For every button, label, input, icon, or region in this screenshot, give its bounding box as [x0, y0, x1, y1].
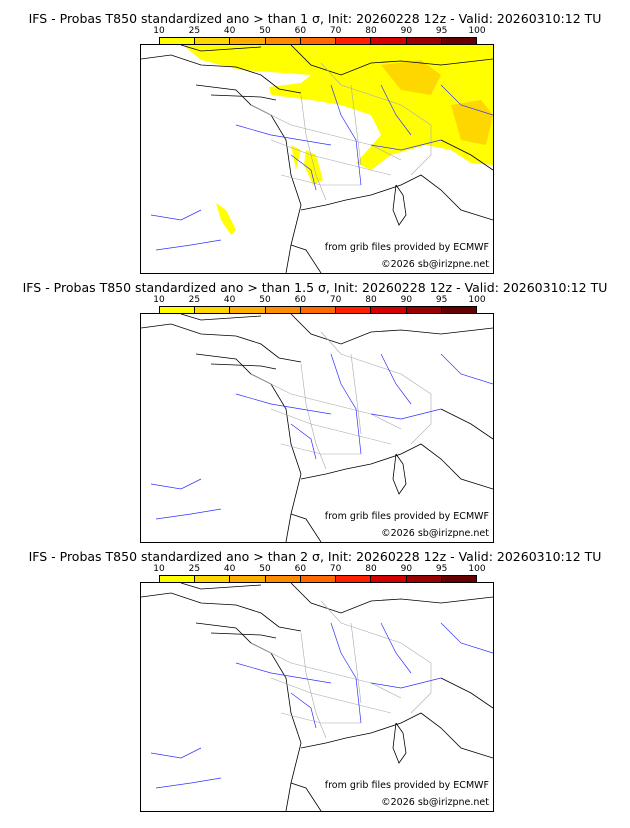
- colorbar-segment: [371, 576, 407, 584]
- panel-title: IFS - Probas T850 standardized ano > tha…: [28, 11, 602, 26]
- colorbar-segment: [265, 576, 301, 584]
- probability-map: from grib files provided by ECMWF ©2026 …: [140, 44, 494, 274]
- panel-title: IFS - Probas T850 standardized ano > tha…: [22, 280, 608, 295]
- colorbar-tick-label: 50: [259, 564, 271, 574]
- borders: [250, 62, 432, 201]
- probability-area: [216, 145, 323, 235]
- colorbar-tick-label: 95: [435, 295, 448, 305]
- colorbar-segment: [230, 576, 266, 584]
- colorbar-tick-label: 60: [294, 26, 307, 36]
- colorbar-tick-label: 10: [153, 564, 165, 574]
- copyright-credit: ©2026 sb@irizpne.net: [381, 259, 489, 270]
- colorbar-tick-label: 80: [365, 295, 377, 305]
- colorbar-segment: [300, 38, 337, 46]
- colorbar-segment: [160, 576, 196, 584]
- colorbar-segment: [160, 307, 196, 315]
- colorbar-segment: [265, 307, 301, 315]
- coastlines: [141, 45, 493, 273]
- map-drawing: [141, 45, 493, 273]
- colorbar-tick-label: 60: [294, 564, 307, 574]
- colorbar-tick-label: 40: [223, 26, 236, 36]
- colorbar-segment: [441, 307, 476, 315]
- colorbar-tick-label: 100: [468, 26, 486, 36]
- forecast-panel: IFS - Probas T850 standardized ano > tha…: [0, 549, 630, 817]
- copyright-credit: ©2026 sb@irizpne.net: [381, 528, 489, 539]
- source-credit: from grib files provided by ECMWF: [324, 242, 489, 253]
- rivers: [150, 353, 493, 520]
- colorbar-segment: [160, 38, 196, 46]
- colorbar-segment: [441, 576, 476, 584]
- borders: [250, 600, 432, 739]
- colorbar-tick-label: 90: [400, 26, 413, 36]
- colorbar-tick-label: 70: [329, 564, 342, 574]
- colorbar-tick-label: 50: [259, 295, 271, 305]
- colorbar-tick-label: 70: [329, 295, 342, 305]
- colorbar-ticks: 10 25 40 50 60 70 80 90 95 100: [153, 564, 485, 574]
- colorbar-tick-label: 90: [400, 295, 413, 305]
- colorbar-tick-label: 40: [223, 295, 236, 305]
- forecast-panel: IFS - Probas T850 standardized ano > tha…: [0, 280, 630, 548]
- coastlines: [141, 583, 493, 811]
- colorbar-segment: [265, 38, 301, 46]
- probability-map: from grib files provided by ECMWF ©2026 …: [140, 313, 494, 543]
- panel-title: IFS - Probas T850 standardized ano > tha…: [28, 549, 602, 564]
- colorbar-tick-label: 95: [435, 26, 448, 36]
- colorbar-tick-label: 40: [223, 564, 236, 574]
- colorbar-tick-label: 10: [153, 26, 165, 36]
- colorbar-segment: [371, 307, 407, 315]
- colorbar-segment: [336, 38, 372, 46]
- colorbar-tick-label: 25: [188, 26, 201, 36]
- colorbar-tick-label: 10: [153, 295, 165, 305]
- rivers: [150, 622, 493, 789]
- copyright-credit: ©2026 sb@irizpne.net: [381, 797, 489, 808]
- borders: [250, 331, 432, 470]
- colorbar-segment: [300, 307, 337, 315]
- colorbar-tick-label: 60: [294, 295, 307, 305]
- colorbar-segment: [406, 576, 442, 584]
- colorbar-tick-label: 80: [365, 26, 377, 36]
- colorbar-tick-label: 100: [468, 564, 486, 574]
- source-credit: from grib files provided by ECMWF: [324, 511, 489, 522]
- map-drawing: [141, 583, 493, 811]
- colorbar-segment: [195, 576, 231, 584]
- colorbar-tick-label: 95: [435, 564, 448, 574]
- colorbar-segment: [230, 307, 266, 315]
- rivers: [150, 84, 493, 251]
- coastlines: [141, 314, 493, 542]
- colorbar-tick-label: 25: [188, 295, 201, 305]
- colorbar-segment: [406, 307, 442, 315]
- colorbar-segment: [195, 307, 231, 315]
- colorbar-segment: [300, 576, 337, 584]
- colorbar-tick-label: 25: [188, 564, 201, 574]
- colorbar-tick-label: 90: [400, 564, 413, 574]
- colorbar-tick-label: 100: [468, 295, 486, 305]
- colorbar-segment: [371, 38, 407, 46]
- colorbar-segment: [230, 38, 266, 46]
- colorbar-tick-label: 70: [329, 26, 342, 36]
- colorbar-tick-label: 50: [259, 26, 271, 36]
- source-credit: from grib files provided by ECMWF: [324, 780, 489, 791]
- colorbar-segment: [441, 38, 476, 46]
- probability-map: from grib files provided by ECMWF ©2026 …: [140, 582, 494, 812]
- colorbar-ticks: 10 25 40 50 60 70 80 90 95 100: [153, 295, 485, 305]
- map-drawing: [141, 314, 493, 542]
- colorbar-tick-label: 80: [365, 564, 377, 574]
- colorbar-segment: [195, 38, 231, 46]
- colorbar-segment: [406, 38, 442, 46]
- colorbar-ticks: 10 25 40 50 60 70 80 90 95 100: [153, 26, 485, 36]
- probability-area: [381, 60, 493, 145]
- colorbar-segment: [336, 576, 372, 584]
- forecast-panel: IFS - Probas T850 standardized ano > tha…: [0, 11, 630, 279]
- colorbar-segment: [336, 307, 372, 315]
- probability-area: [183, 45, 493, 170]
